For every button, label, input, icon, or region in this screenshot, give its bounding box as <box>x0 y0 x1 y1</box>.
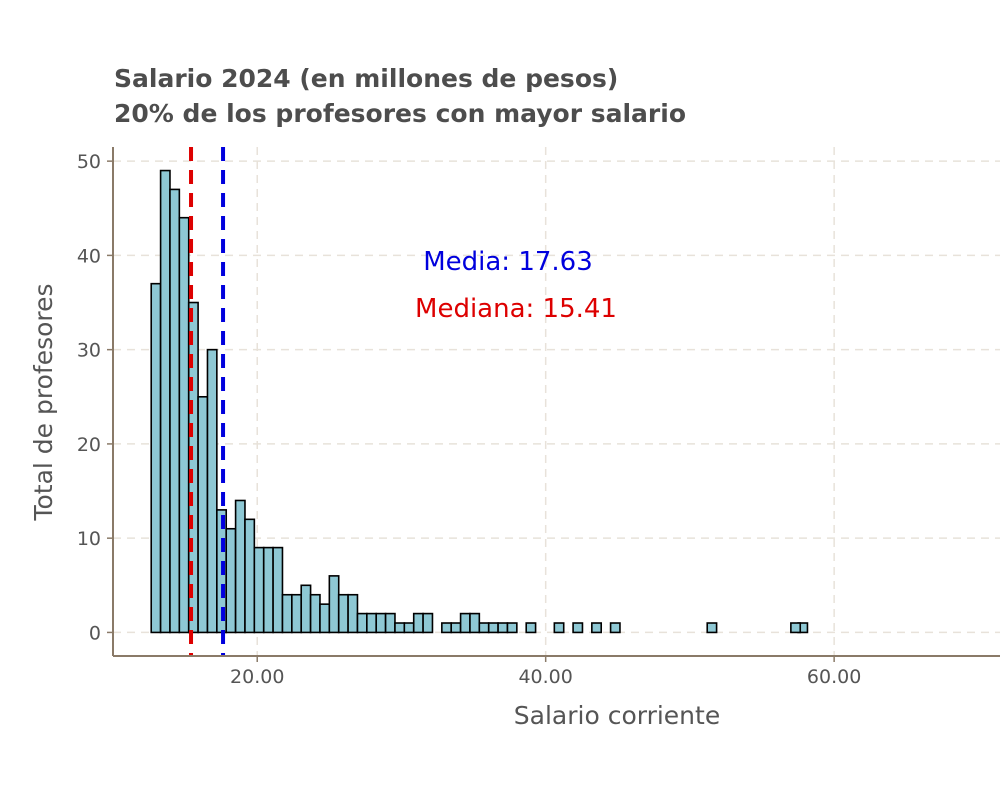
histogram-bar <box>178 216 190 634</box>
histogram-bar <box>412 612 424 634</box>
histogram-bar <box>459 612 471 634</box>
histogram-bar <box>506 622 518 634</box>
histogram-bar <box>469 612 481 634</box>
histogram-bar <box>187 301 199 634</box>
mean-annotation: Media: 17.63 <box>423 247 593 277</box>
x-tick-label: 60.00 <box>807 666 861 688</box>
histogram-bar <box>169 188 181 634</box>
histogram-bar <box>706 622 718 634</box>
histogram-bar <box>384 612 396 634</box>
histogram-bar <box>394 622 406 634</box>
x-axis-ticks: 20.00 40.00 60.00 <box>230 656 861 688</box>
histogram-bar <box>366 612 378 634</box>
histogram-bar <box>790 622 802 634</box>
histogram-bar <box>206 348 218 634</box>
chart-subtitle: 20% de los profesores con mayor salario <box>114 99 686 128</box>
histogram-bar <box>572 622 584 634</box>
histogram-bar <box>422 612 434 634</box>
histogram-bar <box>319 603 331 634</box>
histogram-bar <box>262 546 274 634</box>
y-tick-label: 30 <box>77 340 101 362</box>
histogram-bar <box>300 584 312 634</box>
y-tick-label: 0 <box>89 622 101 644</box>
histogram-bar <box>159 169 171 634</box>
median-annotation: Mediana: 15.41 <box>415 294 617 324</box>
histogram-bar <box>272 546 284 634</box>
histogram-bar <box>309 593 321 634</box>
histogram-bar <box>150 282 162 634</box>
x-tick-label: 40.00 <box>518 666 572 688</box>
histogram-bar <box>244 518 256 634</box>
y-tick-label: 10 <box>77 528 101 550</box>
y-axis-ticks: 0 10 20 30 40 50 <box>77 151 113 644</box>
histogram-bar <box>347 593 359 634</box>
histogram-bar <box>253 546 265 634</box>
reference-lines <box>189 147 226 656</box>
histogram-bar <box>225 527 237 634</box>
histogram-bar <box>281 593 293 634</box>
histogram-bar <box>478 622 490 634</box>
y-tick-label: 20 <box>77 434 101 456</box>
histogram-bar <box>591 622 603 634</box>
histogram-bar <box>328 575 340 634</box>
histogram-bar <box>337 593 349 634</box>
histogram-bar <box>487 622 499 634</box>
histogram-bar <box>197 395 209 634</box>
histogram-bar <box>525 622 537 634</box>
histogram-bar <box>553 622 565 634</box>
histogram-bar <box>497 622 509 634</box>
histogram-bar <box>375 612 387 634</box>
histogram-bars <box>150 169 809 634</box>
y-axis-label: Total de profesores <box>29 283 58 521</box>
histogram-bar <box>403 622 415 634</box>
histogram-bar <box>450 622 462 634</box>
histogram-bar <box>234 499 246 634</box>
histogram-bar <box>291 593 303 634</box>
x-axis-label: Salario corriente <box>514 701 720 730</box>
histogram-bar <box>441 622 453 634</box>
y-tick-label: 40 <box>77 245 101 267</box>
histogram-bar <box>609 622 621 634</box>
histogram-bar <box>356 612 368 634</box>
chart-title: Salario 2024 (en millones de pesos) <box>114 64 618 93</box>
y-tick-label: 50 <box>77 151 101 173</box>
x-tick-label: 20.00 <box>230 666 284 688</box>
